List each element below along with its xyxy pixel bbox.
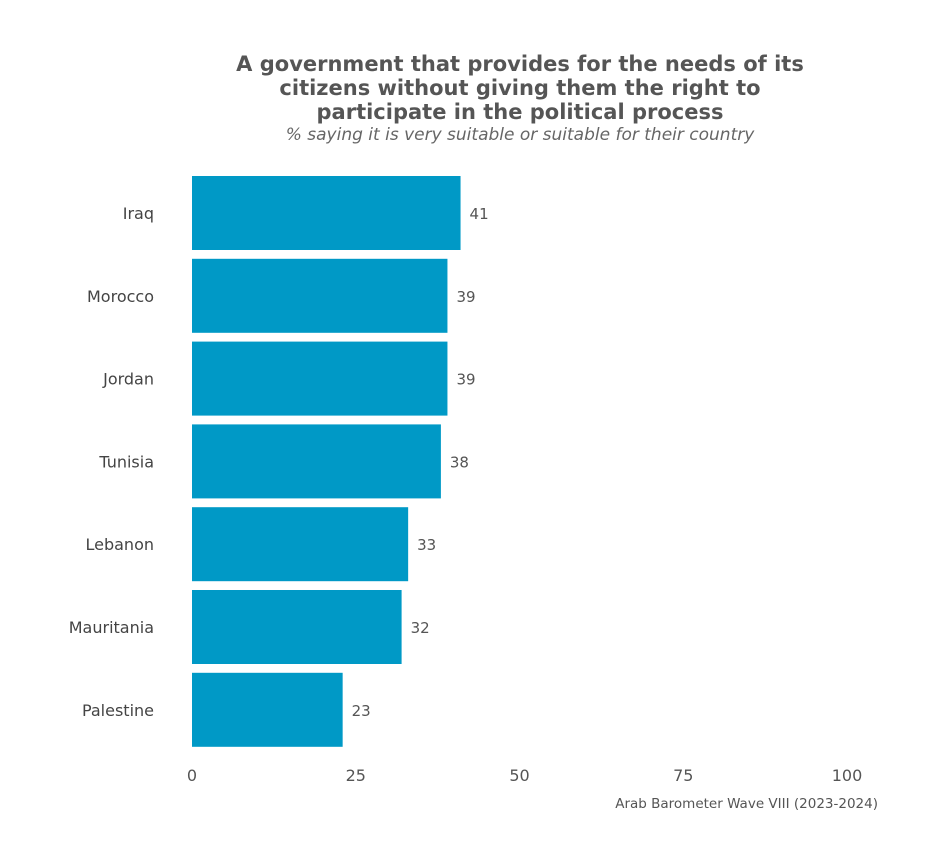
x-tick-label-0: 0 (187, 766, 197, 785)
category-label-lebanon: Lebanon (85, 535, 154, 554)
bar-palestine (192, 672, 343, 747)
x-tick-label-100: 100 (832, 766, 863, 785)
value-label-iraq: 41 (470, 205, 489, 223)
value-label-mauritania: 32 (411, 619, 430, 637)
value-label-tunisia: 38 (450, 453, 469, 471)
chart-title: A government that provides for the needs… (236, 52, 804, 124)
category-label-mauritania: Mauritania (69, 618, 154, 637)
category-label-iraq: Iraq (123, 204, 154, 223)
value-label-morocco: 39 (456, 288, 475, 306)
chart-subtitle: % saying it is very suitable or suitable… (285, 125, 755, 145)
bar-mauritania (192, 590, 402, 664)
bar-jordan (192, 341, 448, 416)
x-tick-label-50: 50 (509, 766, 529, 785)
bar-lebanon (192, 507, 409, 582)
x-tick-label-25: 25 (346, 766, 366, 785)
value-label-lebanon: 33 (417, 536, 436, 554)
bar-iraq (192, 176, 461, 250)
category-label-tunisia: Tunisia (98, 452, 154, 471)
value-label-palestine: 23 (352, 702, 371, 720)
source-note: Arab Barometer Wave VIII (2023-2024) (615, 796, 878, 812)
bar-morocco (192, 258, 448, 333)
category-label-jordan: Jordan (102, 370, 154, 389)
category-label-morocco: Morocco (87, 287, 154, 306)
x-tick-label-75: 75 (673, 766, 693, 785)
value-label-jordan: 39 (456, 371, 475, 389)
bar-tunisia (192, 424, 441, 499)
category-label-palestine: Palestine (82, 701, 154, 720)
title-block: A government that provides for the needs… (230, 52, 810, 146)
